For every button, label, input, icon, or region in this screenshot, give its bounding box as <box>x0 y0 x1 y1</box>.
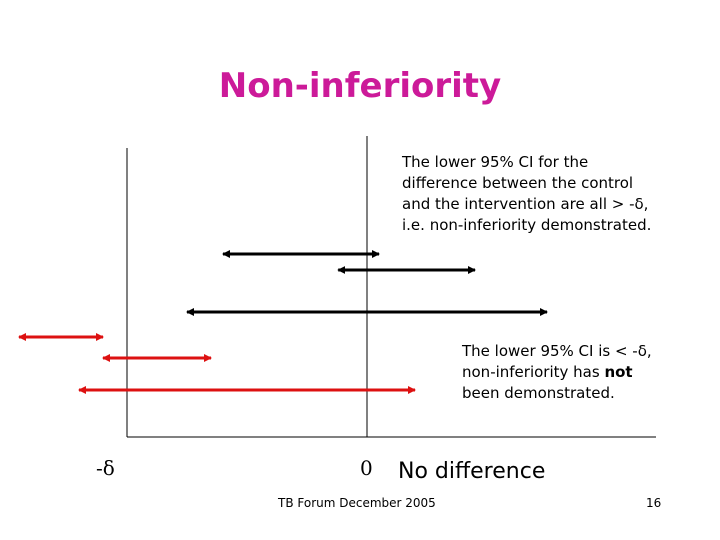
note-line: i.e. non-inferiority demonstrated. <box>402 216 652 234</box>
interval-layer <box>18 250 548 394</box>
minus-delta-label: -δ <box>96 456 115 480</box>
not-demonstrated-prefix: The lower 95% CI is < -δ, non-inferiorit… <box>462 342 652 381</box>
zero-label: 0 <box>360 456 373 480</box>
footer-text: TB Forum December 2005 <box>278 496 436 510</box>
not-demonstrated-suffix: been demonstrated. <box>462 384 615 402</box>
not-emphasis: not <box>604 363 633 381</box>
page-number: 16 <box>646 496 662 510</box>
slide-title: Non-inferiority <box>218 66 502 106</box>
note-line: and the intervention are all > -δ, <box>402 195 649 213</box>
note-line: The lower 95% CI for the <box>402 153 589 171</box>
note-line: difference between the control <box>402 174 634 192</box>
non-inferiority-note: The lower 95% CI for the difference betwe… <box>402 152 651 236</box>
no-difference-label: No difference <box>398 459 546 484</box>
not-demonstrated-note: The lower 95% CI is < -δ, non-inferiorit… <box>462 341 652 404</box>
